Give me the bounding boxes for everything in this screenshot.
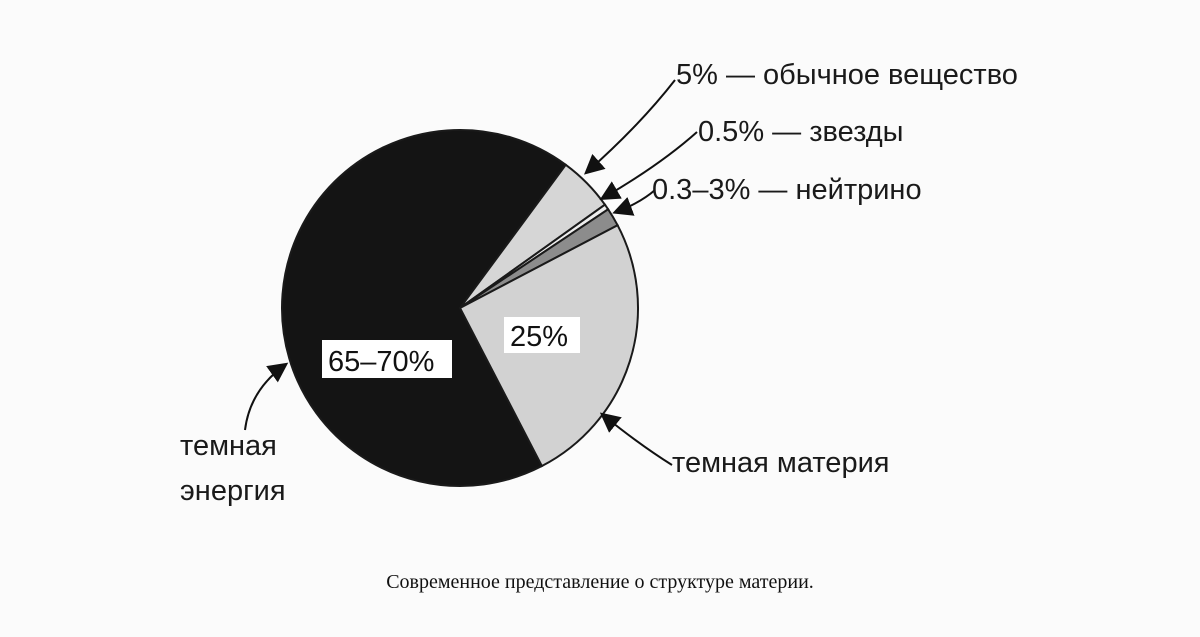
dark-matter-percent-box xyxy=(504,317,580,353)
ordinary-matter-leader xyxy=(584,79,676,175)
ordinary-matter-label: 5% — обычное вещество xyxy=(676,59,1018,91)
dark-energy-label-line2: энергия xyxy=(180,475,286,507)
neutrino-leader xyxy=(612,189,656,216)
stars-leader xyxy=(599,131,698,201)
dark-matter-label: темная материя xyxy=(672,447,889,479)
dark-energy-percent-label: 65–70% xyxy=(328,346,434,378)
dark-energy-percent-box xyxy=(322,340,452,378)
dark-energy-slice xyxy=(281,129,568,487)
dark-energy-leader xyxy=(244,362,289,431)
stars-label: 0.5% — звезды xyxy=(698,116,904,148)
dark-matter-percent-label: 25% xyxy=(510,321,568,353)
dark-energy-label-line1: темная xyxy=(180,430,277,462)
figure-caption: Современное представление о структуре ма… xyxy=(386,571,814,593)
neutrino-label: 0.3–3% — нейтрино xyxy=(652,174,922,206)
dark-matter-leader xyxy=(599,412,673,466)
